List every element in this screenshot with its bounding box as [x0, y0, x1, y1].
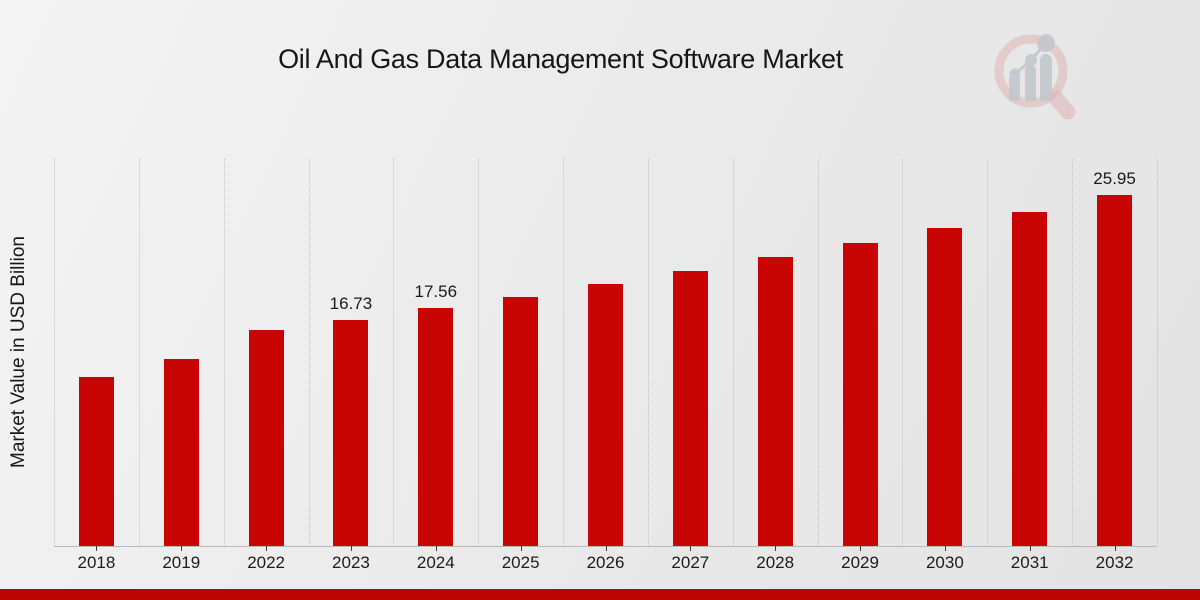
bar-value-label: 17.56 [414, 282, 458, 302]
x-axis-tick [775, 546, 777, 551]
x-axis-tick [350, 546, 352, 551]
plot-area: 2018 2019 2022 16.73 2023 17.56 2024 2025 2026 20… [54, 159, 1158, 572]
bar [1097, 194, 1133, 546]
bar [927, 227, 963, 546]
x-axis-tick [690, 546, 692, 551]
bar-value-label: 16.73 [329, 293, 373, 313]
x-axis-tick [1114, 546, 1116, 551]
x-tick-label: 2022 [247, 553, 286, 572]
x-axis-tick [1029, 546, 1031, 551]
bar [78, 376, 114, 546]
bar [757, 257, 793, 546]
gridline [1157, 159, 1158, 546]
gridline [478, 159, 480, 546]
gridline [732, 159, 734, 546]
x-axis-tick [520, 546, 522, 551]
bar [588, 284, 623, 546]
footer-accent-bar [0, 589, 1200, 600]
x-tick-label: 2032 [1095, 553, 1134, 572]
gridline [902, 159, 904, 546]
gridline [1072, 159, 1074, 546]
bar [1012, 211, 1048, 546]
gridline [54, 159, 55, 546]
gridline [647, 159, 649, 546]
x-axis-tick [860, 546, 862, 551]
x-tick-label: 2031 [1010, 553, 1049, 572]
x-axis-tick [435, 546, 437, 551]
x-tick-label: 2029 [841, 553, 879, 572]
bar [248, 330, 284, 546]
bar-value-label: 25.95 [1093, 168, 1136, 188]
x-tick-label: 2019 [162, 553, 201, 572]
gridline [308, 159, 310, 546]
x-tick-label: 2026 [586, 553, 625, 572]
x-tick-label: 2025 [501, 553, 540, 572]
x-axis-tick [96, 546, 98, 551]
bar [503, 296, 539, 546]
gridline [223, 159, 225, 546]
chart-title: Oil And Gas Data Management Software Mar… [278, 44, 843, 74]
x-tick-label: 2028 [756, 553, 795, 572]
y-axis-label: Market Value in USD Billion [8, 236, 29, 468]
gridline [138, 159, 140, 546]
x-tick-label: 2030 [925, 553, 964, 572]
x-tick-label: 2023 [332, 553, 370, 572]
x-tick-label: 2027 [671, 553, 710, 572]
x-axis-tick [181, 546, 183, 551]
bar [418, 308, 454, 546]
x-axis-tick [605, 546, 607, 551]
bar [842, 242, 878, 546]
gridline [817, 159, 819, 546]
gridline [563, 159, 565, 546]
bar [333, 319, 369, 546]
x-tick-label: 2024 [416, 553, 455, 572]
bar [672, 270, 708, 546]
bar [163, 359, 199, 546]
magnifier-bar-chart-logo-icon [994, 34, 1076, 120]
gridline [393, 159, 395, 546]
x-axis-tick [266, 546, 268, 551]
x-axis-tick [944, 546, 946, 551]
gridline [987, 159, 989, 546]
x-tick-label: 2018 [77, 553, 116, 572]
